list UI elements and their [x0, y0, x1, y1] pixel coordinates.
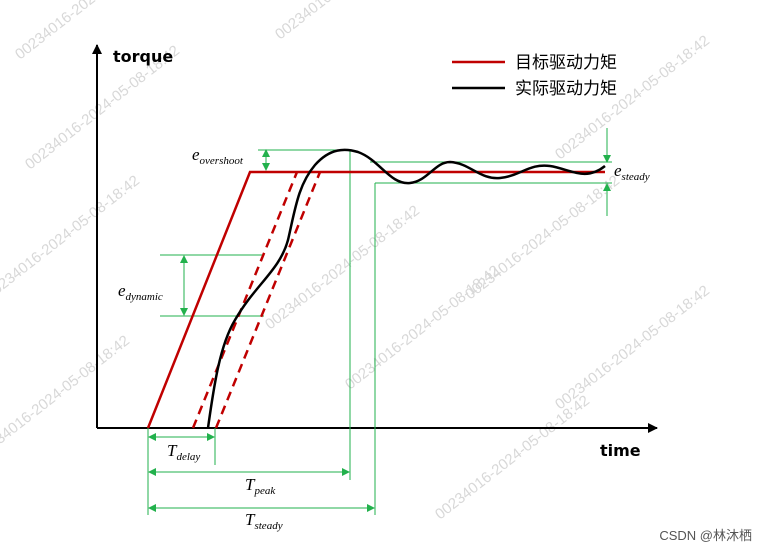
watermark: 00234016-2024-05-08-18:42	[0, 332, 133, 463]
symbol: T	[167, 441, 178, 460]
guides	[147, 128, 612, 515]
legend-label: 目标驱动力矩	[515, 53, 617, 73]
actual-torque	[206, 148, 606, 429]
x-axis-label: time	[600, 441, 641, 460]
watermark: 00234016-2024-05-08-18:42	[262, 202, 423, 333]
subscript: peak	[253, 485, 276, 497]
watermark: 00234016-2024-05-08-18:42	[462, 172, 623, 303]
t-steady: Tsteady	[245, 510, 283, 532]
subscript: delay	[176, 451, 200, 463]
e-overshoot: eovershoot	[192, 145, 244, 167]
subscript: steady	[622, 171, 650, 183]
watermark: 00234016-2024-05-08-18:42	[432, 392, 593, 523]
legend-label: 实际驱动力矩	[515, 79, 617, 99]
target-torque	[146, 170, 605, 429]
target-band-lower	[191, 171, 299, 429]
symbol: T	[245, 475, 256, 494]
e-dynamic: edynamic	[118, 281, 163, 303]
watermark: 00234016-2024-05-08-18:42	[272, 0, 433, 43]
y-axis-label: torque	[113, 47, 173, 66]
target-band-upper	[214, 171, 322, 429]
symbol: e	[118, 281, 126, 300]
watermark: 00234016-2024-05-08-18:42	[552, 282, 713, 413]
subscript: steady	[254, 520, 282, 532]
symbol: e	[614, 161, 622, 180]
subscript: dynamic	[126, 291, 163, 303]
e-steady: esteady	[614, 161, 650, 183]
subscript: overshoot	[200, 155, 244, 167]
t-delay: Tdelay	[167, 441, 200, 463]
credit: CSDN @林沐栖	[659, 528, 752, 543]
symbol: T	[245, 510, 256, 529]
symbol: e	[192, 145, 200, 164]
t-peak: Tpeak	[245, 475, 276, 497]
